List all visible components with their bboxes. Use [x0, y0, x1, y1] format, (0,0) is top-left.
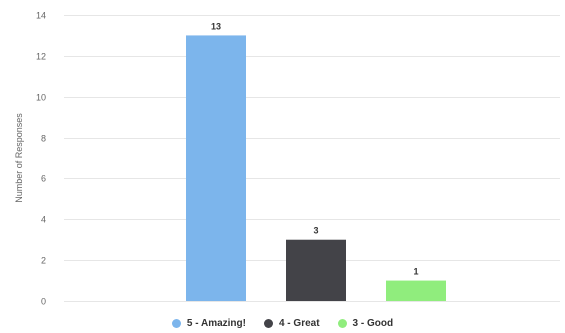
grid-lines	[64, 15, 560, 302]
legend-swatch-good	[337, 318, 347, 328]
y-tick-label: 14	[36, 11, 46, 21]
data-label-great: 3	[313, 226, 318, 236]
legend-item-great[interactable]: 4 - Great	[263, 317, 320, 329]
legend-swatch-amazing	[171, 318, 181, 328]
data-labels: 13 3 1	[211, 21, 419, 276]
legend-label-great: 4 - Great	[278, 317, 320, 329]
legend-item-amazing[interactable]: 5 - Amazing!	[171, 317, 246, 329]
bar-great[interactable]	[286, 239, 346, 301]
y-axis-ticks: 0 2 4 6 8 10 12 14	[36, 11, 46, 307]
legend-item-good[interactable]: 3 - Good	[337, 317, 394, 329]
y-tick-label: 0	[41, 297, 46, 307]
legend-swatch-great	[263, 318, 273, 328]
bar-chart: 0 2 4 6 8 10 12 14 Number of Responses 13 3 1	[14, 11, 560, 307]
y-tick-label: 10	[36, 93, 46, 103]
y-tick-label: 6	[41, 174, 46, 184]
legend-label-good: 3 - Good	[352, 317, 394, 329]
y-tick-label: 8	[41, 134, 46, 144]
bars	[186, 35, 446, 302]
legend: 5 - Amazing! 4 - Great 3 - Good	[0, 314, 565, 332]
y-tick-label: 4	[41, 215, 46, 225]
data-label-amazing: 13	[211, 21, 221, 31]
y-tick-label: 2	[41, 256, 46, 266]
bar-amazing[interactable]	[186, 35, 246, 302]
y-axis-title: Number of Responses	[14, 113, 24, 203]
bar-good[interactable]	[386, 280, 446, 301]
data-label-good: 1	[413, 267, 418, 277]
y-tick-label: 12	[36, 52, 46, 62]
legend-label-amazing: 5 - Amazing!	[186, 317, 246, 329]
